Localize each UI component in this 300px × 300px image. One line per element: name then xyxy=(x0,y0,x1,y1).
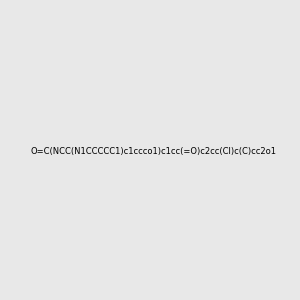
Text: O=C(NCC(N1CCCCC1)c1ccco1)c1cc(=O)c2cc(Cl)c(C)cc2o1: O=C(NCC(N1CCCCC1)c1ccco1)c1cc(=O)c2cc(Cl… xyxy=(31,147,277,156)
